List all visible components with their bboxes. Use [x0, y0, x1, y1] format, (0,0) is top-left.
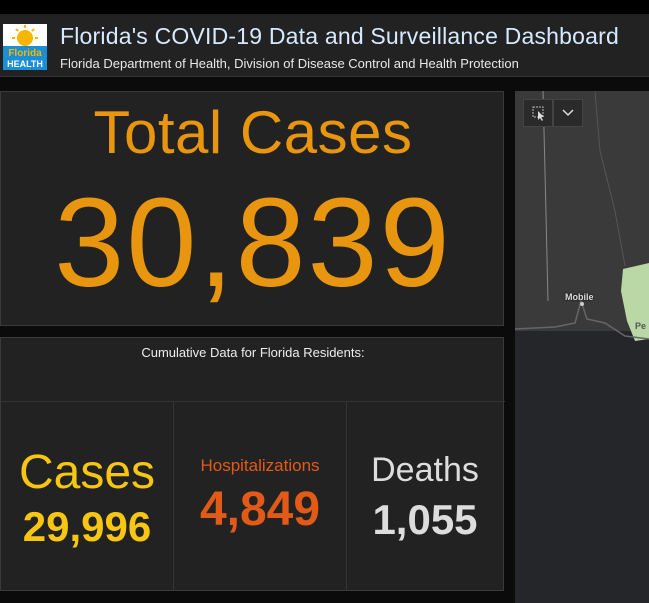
- cases-indicator: Cases 29,996: [1, 402, 173, 590]
- deaths-value: 1,055: [372, 496, 478, 543]
- florida-health-logo: Florida HEALTH: [3, 24, 47, 70]
- hospitalizations-indicator: Hospitalizations 4,849: [174, 402, 346, 590]
- total-cases-label: Total Cases: [93, 99, 413, 166]
- total-cases-value: 30,839: [54, 172, 452, 313]
- divider: [346, 402, 347, 590]
- hospitalizations-label: Hospitalizations: [200, 456, 320, 475]
- cases-label: Cases: [18, 446, 156, 499]
- map-edge-label: Pe: [635, 321, 647, 331]
- divider: [173, 402, 174, 590]
- deaths-label: Deaths: [371, 451, 479, 489]
- tool-dropdown-button[interactable]: [553, 99, 583, 127]
- page-title: Florida's COVID-19 Data and Surveillance…: [60, 23, 619, 49]
- divider: [1, 401, 505, 402]
- logo-text-bottom: HEALTH: [7, 59, 43, 69]
- cumulative-title: Cumulative Data for Florida Residents:: [141, 345, 365, 360]
- hospitalizations-value: 4,849: [199, 483, 321, 536]
- total-cases-panel: Total Cases 30,839: [0, 91, 504, 326]
- top-strip: [0, 0, 649, 14]
- deaths-indicator: Deaths 1,055: [347, 402, 503, 590]
- select-tool-icon: [532, 106, 544, 121]
- header-bar: Florida HEALTH Florida's COVID-19 Data a…: [0, 14, 649, 77]
- cumulative-panel: Cumulative Data for Florida Residents: C…: [0, 337, 505, 591]
- cases-value: 29,996: [22, 503, 152, 550]
- map-city-label: Mobile: [565, 292, 594, 302]
- select-tool-button[interactable]: [523, 99, 553, 127]
- chevron-down-icon: [562, 109, 574, 117]
- logo-text-top: Florida: [8, 48, 42, 59]
- map-features: [515, 91, 649, 341]
- map-water: [515, 331, 649, 603]
- map-view[interactable]: Mobile Pe: [515, 91, 649, 603]
- page-subtitle: Florida Department of Health, Division o…: [60, 56, 519, 71]
